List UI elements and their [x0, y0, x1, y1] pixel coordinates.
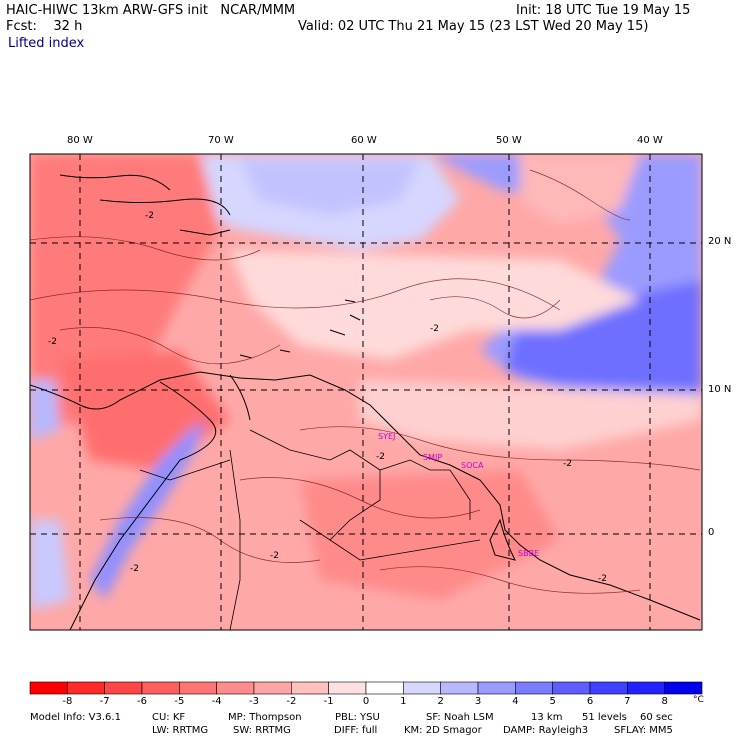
colorbar-tick-label: -6	[137, 696, 147, 707]
model-info-item: CU: KF	[152, 712, 186, 723]
contour-label: -2	[270, 551, 279, 561]
model-info-item: SF: Noah LSM	[426, 712, 494, 723]
model-info-item: SFLAY: MM5	[614, 725, 673, 736]
lon-label-60w: 60 W	[351, 135, 377, 146]
valid-time: Valid: 02 UTC Thu 21 May 15 (23 LST Wed …	[298, 19, 649, 34]
station-label: SBBE	[518, 549, 540, 558]
field-name: Lifted index	[8, 36, 85, 51]
colorbar-box	[179, 681, 217, 695]
colorbar-tick-label: -4	[211, 696, 222, 707]
model-info-item: PBL: YSU	[335, 712, 380, 723]
colorbar-tick-label: 8	[661, 696, 668, 707]
contour-label: -2	[430, 324, 439, 334]
colorbar-tick-label: -8	[62, 696, 73, 707]
colorbar-box	[552, 681, 591, 695]
station-label: SMJP	[423, 453, 443, 462]
colorbar-box	[627, 681, 665, 695]
colorbar-box	[216, 681, 255, 695]
colorbar-tick-label: 5	[549, 696, 556, 707]
model-info-item: 51 levels	[582, 712, 627, 723]
colorbar-tick-label: 2	[437, 696, 444, 707]
colorbar-box	[589, 681, 628, 695]
lat-lon-grid	[30, 154, 702, 630]
model-info-item: Model Info: V3.6.1	[30, 712, 121, 723]
colorbar-tick-label: 3	[474, 696, 482, 707]
init-time: Init: 18 UTC Tue 19 May 15	[516, 3, 691, 18]
plot-frame	[29, 153, 703, 631]
colorbar	[29, 681, 703, 695]
colorbar-box	[664, 681, 703, 695]
colorbar-tick-label: -7	[99, 696, 110, 707]
forecast-hour: Fcst: 32 h	[6, 19, 83, 34]
contour-label: -2	[145, 211, 154, 221]
colorbar-tick-label: 1	[400, 696, 407, 707]
colorbar-tick-label: 7	[624, 696, 631, 707]
lat-label-0: 0	[708, 527, 715, 538]
lon-label-70w: 70 W	[208, 135, 234, 146]
model-info-item: DAMP: Rayleigh3	[503, 725, 589, 736]
filled-field	[30, 154, 702, 630]
colorbar-tick-label: -3	[249, 696, 259, 707]
station-label: SYEJ	[378, 432, 396, 441]
colorbar-box	[253, 681, 292, 695]
model-info-item: SW: RRTMG	[233, 725, 291, 736]
contour-label: -2	[598, 574, 607, 584]
colorbar-tick-label: -2	[286, 696, 297, 707]
colorbar-box	[104, 681, 143, 695]
contour-label: -2	[563, 459, 572, 469]
model-info-item: 13 km	[531, 712, 563, 723]
model-info-item: MP: Thompson	[228, 712, 302, 723]
contours	[30, 169, 701, 594]
lon-label-40w: 40 W	[637, 135, 663, 146]
lat-label-20n: 20 N	[708, 236, 732, 247]
colorbar-box	[403, 681, 441, 695]
colorbar-tick-label: -1	[323, 696, 334, 707]
model-info-item: 60 sec	[640, 712, 673, 723]
lon-label-50w: 50 W	[496, 135, 522, 146]
lon-label-80w: 80 W	[67, 135, 93, 146]
colorbar-box	[440, 681, 479, 695]
colorbar-tick-label: 4	[512, 696, 519, 707]
colorbar-box	[141, 681, 180, 695]
contour-label: -2	[130, 564, 139, 574]
model-title: HAIC-HIWC 13km ARW-GFS init NCAR/MMM	[6, 3, 296, 18]
colorbar-unit: °C	[693, 695, 704, 705]
contour-label: -2	[376, 452, 385, 462]
colorbar-box	[328, 681, 367, 695]
colorbar-box	[515, 681, 553, 695]
colorbar-box	[67, 681, 105, 695]
colorbar-tick-label: 0	[362, 696, 370, 707]
model-info-item: LW: RRTMG	[152, 725, 209, 736]
colorbar-box	[477, 681, 516, 695]
station-label: SOCA	[461, 461, 484, 470]
colorbar-box	[291, 681, 329, 695]
coastlines	[30, 174, 701, 630]
country-borders	[139, 429, 481, 630]
model-info-item: DIFF: full	[334, 725, 378, 736]
lat-label-10n: 10 N	[708, 384, 732, 395]
colorbar-box	[29, 681, 68, 695]
colorbar-box	[365, 681, 404, 695]
model-info-item: KM: 2D Smagor	[404, 725, 482, 736]
contour-label: -2	[48, 337, 57, 347]
colorbar-tick-label: -5	[174, 696, 185, 707]
colorbar-tick-label: 6	[586, 696, 594, 707]
